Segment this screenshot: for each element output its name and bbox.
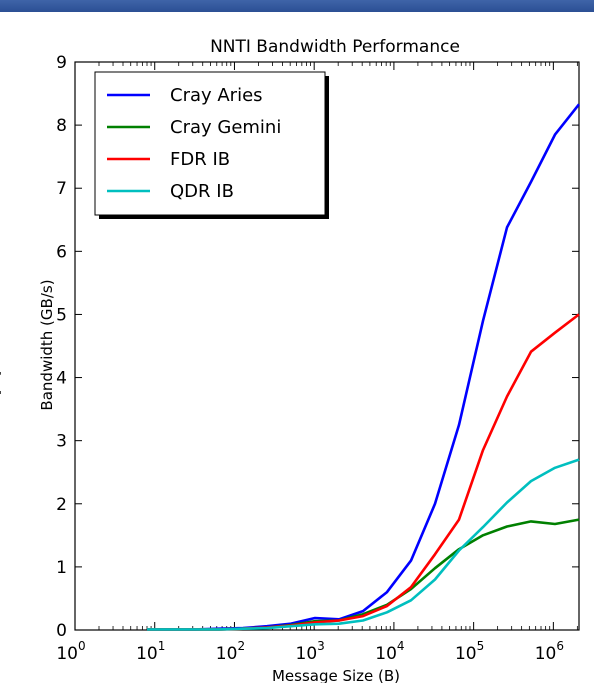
window-top-bar <box>0 0 594 12</box>
x-tick-label: 103 <box>296 639 325 664</box>
series-lines <box>147 103 581 631</box>
legend-label: Cray Aries <box>170 85 263 106</box>
series-line-qdr-ib <box>147 458 580 631</box>
legend: Cray Aries Cray Gemini FDR IB QDR IB <box>94 71 329 219</box>
plot-frame <box>74 61 580 631</box>
x-tick-label: 102 <box>216 639 245 664</box>
series-line-cray-gemini <box>147 518 580 631</box>
x-tick-label: 105 <box>455 639 484 664</box>
y-tick-label: 6 <box>56 242 67 262</box>
y-tick-label: 5 <box>56 305 67 325</box>
legend-label: Cray Gemini <box>170 117 281 138</box>
y-tick-label: 1 <box>56 558 67 578</box>
legend-label: FDR IB <box>170 149 230 170</box>
y-tick-label: 8 <box>56 116 67 136</box>
legend-label: QDR IB <box>170 181 234 202</box>
y-tick-label: 7 <box>56 179 67 199</box>
y-tick-label: 2 <box>56 495 67 515</box>
x-tick-label: 101 <box>136 639 165 664</box>
background-text-fragment: t <box>0 358 2 404</box>
y-axis-label: Bandwidth (GB/s) <box>38 279 56 410</box>
y-tick-label: 3 <box>56 432 67 452</box>
x-axis-label: Message Size (B) <box>272 667 400 683</box>
series-line-fdr-ib <box>147 313 580 631</box>
x-tick-label: 104 <box>375 639 404 664</box>
x-tick-label: 100 <box>56 639 85 664</box>
y-tick-label: 9 <box>56 53 67 73</box>
x-tick-label: 106 <box>535 639 564 664</box>
y-tick-label: 0 <box>56 621 67 641</box>
chart-title: NNTI Bandwidth Performance <box>210 37 460 57</box>
y-tick-label: 4 <box>56 369 67 389</box>
